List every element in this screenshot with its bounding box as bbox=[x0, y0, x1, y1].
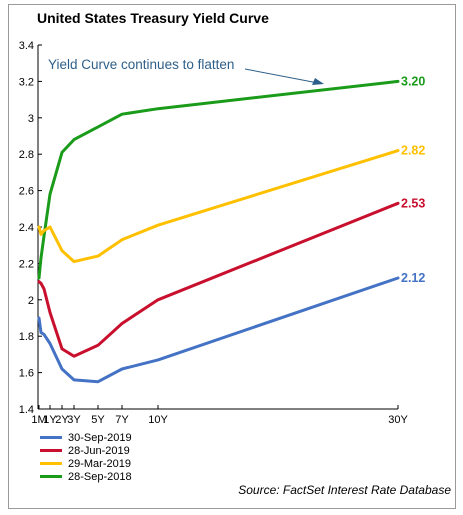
legend: 30-Sep-2019 28-Jun-2019 29-Mar-2019 28-Sep-… bbox=[40, 431, 132, 483]
legend-swatch bbox=[40, 436, 62, 439]
y-tick-label: 2.8 bbox=[19, 149, 34, 161]
x-tick-label: 7Y bbox=[115, 414, 129, 426]
y-tick-label: 2.4 bbox=[19, 222, 34, 234]
legend-swatch bbox=[40, 449, 62, 452]
annotation-arrowhead bbox=[312, 78, 324, 85]
series-line-28-sep-2018 bbox=[37, 79, 400, 280]
end-label-28-sep-2018: 3.20 bbox=[401, 74, 425, 88]
legend-label: 30-Sep-2019 bbox=[68, 431, 132, 444]
x-tick-label: 1Y bbox=[43, 414, 57, 426]
source-note: Source: FactSet Interest Rate Database bbox=[238, 483, 451, 497]
x-tick-label: 3Y bbox=[67, 414, 81, 426]
chart-frame bbox=[8, 4, 456, 509]
end-label-29-mar-2019: 2.82 bbox=[401, 144, 425, 158]
legend-label: 29-Mar-2019 bbox=[68, 457, 131, 470]
legend-label: 28-Sep-2018 bbox=[68, 470, 132, 483]
y-tick-label: 1.6 bbox=[19, 368, 34, 380]
end-label-28-jun-2019: 2.53 bbox=[401, 196, 425, 210]
end-labels-layer: 3.20 2.82 2.53 2.12 bbox=[401, 74, 425, 285]
legend-swatch bbox=[40, 475, 62, 478]
legend-item: 29-Mar-2019 bbox=[40, 457, 132, 470]
x-tick-label: 30Y bbox=[388, 414, 408, 426]
end-label-30-sep-2019: 2.12 bbox=[401, 271, 425, 285]
legend-label: 28-Jun-2019 bbox=[68, 444, 130, 457]
y-tick-label: 1.8 bbox=[19, 331, 34, 343]
x-tick-label: 10Y bbox=[148, 414, 168, 426]
legend-item: 28-Jun-2019 bbox=[40, 444, 132, 457]
y-tick-label: 3 bbox=[28, 113, 34, 125]
chart-title: United States Treasury Yield Curve bbox=[37, 10, 269, 26]
y-tick-label: 1.4 bbox=[19, 404, 34, 416]
annotation-arrow-line bbox=[244, 68, 319, 84]
series-layer bbox=[37, 79, 400, 384]
annotation-group: Yield Curve continues to flatten bbox=[48, 57, 324, 85]
y-tick-label: 3.4 bbox=[19, 40, 34, 52]
y-tick-label: 2.2 bbox=[19, 258, 34, 270]
legend-item: 28-Sep-2018 bbox=[40, 470, 132, 483]
series-line-30-sep-2019 bbox=[37, 276, 400, 384]
legend-item: 30-Sep-2019 bbox=[40, 431, 132, 444]
y-tick-label: 3.2 bbox=[19, 76, 34, 88]
x-tick-label: 1M bbox=[31, 414, 46, 426]
annotation-text: Yield Curve continues to flatten bbox=[48, 57, 234, 72]
legend-swatch bbox=[40, 462, 62, 465]
y-tick-label: 2.6 bbox=[19, 186, 34, 198]
y-tick-label: 2 bbox=[28, 295, 34, 307]
x-tick-label: 5Y bbox=[91, 414, 105, 426]
series-line-29-mar-2019 bbox=[37, 149, 400, 264]
series-line-28-jun-2019 bbox=[37, 201, 400, 358]
x-tick-label: 2Y bbox=[55, 414, 69, 426]
